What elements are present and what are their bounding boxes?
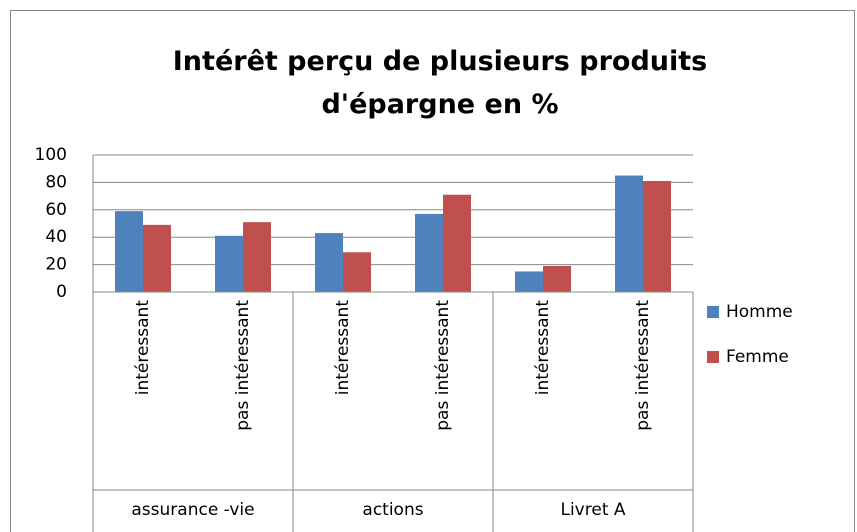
x-tick-label: intéressant — [333, 300, 353, 396]
group-label: assurance -vie — [131, 500, 254, 520]
group-label: actions — [362, 500, 423, 520]
chart-border — [10, 10, 855, 532]
x-tick-label: intéressant — [133, 300, 153, 396]
bar — [343, 252, 371, 292]
legend-label: Femme — [726, 347, 789, 367]
y-tick-label: 20 — [45, 255, 67, 275]
y-tick-label: 60 — [45, 200, 67, 220]
x-tick-label: pas intéressant — [433, 300, 453, 431]
bar — [143, 224, 171, 292]
bar — [315, 233, 343, 292]
y-tick-label: 0 — [56, 282, 67, 302]
bar — [443, 194, 471, 292]
group-label: Livret A — [560, 500, 625, 520]
legend-swatch — [707, 306, 719, 318]
y-tick-label: 40 — [45, 227, 67, 247]
x-tick-label: intéressant — [533, 300, 553, 396]
bar — [243, 222, 271, 292]
chart-title: Intérêt perçu de plusieurs produits d'ép… — [172, 46, 708, 120]
bar — [415, 213, 443, 292]
legend-swatch — [707, 351, 719, 363]
bar — [215, 235, 243, 292]
y-tick-label: 100 — [35, 145, 67, 165]
y-tick-label: 80 — [45, 172, 67, 192]
bar — [515, 271, 543, 292]
bar — [543, 265, 571, 292]
x-tick-label: pas intéressant — [633, 300, 653, 431]
bar — [115, 211, 143, 292]
bar — [615, 175, 643, 292]
legend-label: Homme — [726, 302, 793, 322]
bar — [643, 181, 671, 292]
x-tick-label: pas intéressant — [233, 300, 253, 431]
